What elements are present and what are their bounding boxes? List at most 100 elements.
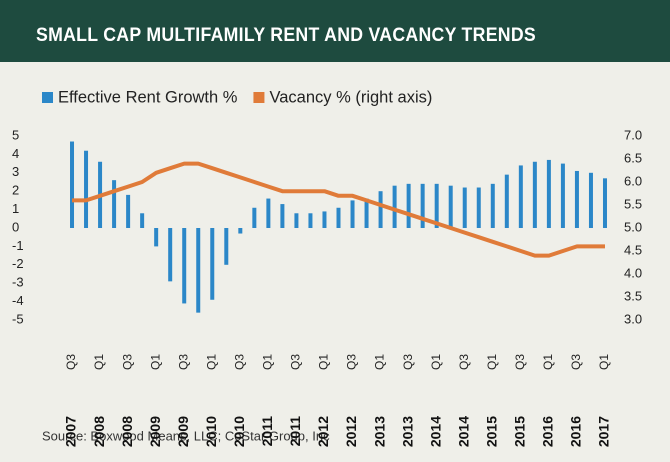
- y-tick-label: 1: [12, 201, 19, 216]
- y-tick-label: -2: [12, 256, 24, 271]
- x-year-label: 2008: [119, 416, 135, 447]
- x-tick-label: Q3: [232, 354, 246, 370]
- bar: [434, 183, 439, 228]
- x-year-label: 2009: [175, 416, 191, 447]
- x-tick-label: Q1: [429, 354, 443, 370]
- x-year-label: 2011: [259, 416, 275, 447]
- x-tick-label: Q3: [120, 354, 134, 370]
- bar: [112, 180, 117, 228]
- bar: [364, 198, 369, 228]
- x-tick-label: Q3: [569, 354, 583, 370]
- x-tick-label: Q1: [148, 354, 162, 370]
- bar: [378, 191, 383, 228]
- y-tick-label: 4: [12, 146, 19, 161]
- y-tick-label: -1: [12, 238, 24, 253]
- y2-tick-label: 4.0: [624, 265, 642, 280]
- legend-swatch: [253, 92, 265, 103]
- x-tick-label: Q1: [485, 354, 499, 370]
- bar: [140, 213, 145, 228]
- y-tick-label: 0: [12, 219, 19, 234]
- x-year-label: 2012: [315, 416, 331, 447]
- bar: [406, 183, 411, 228]
- bar: [182, 228, 187, 304]
- y-tick-label: 2: [12, 183, 19, 198]
- legend-label: Vacancy % (right axis): [269, 88, 432, 106]
- y2-tick-label: 7.0: [624, 127, 642, 142]
- bar: [420, 183, 425, 228]
- bar: [224, 228, 229, 265]
- bar: [154, 228, 159, 247]
- x-tick-label: Q3: [401, 354, 415, 370]
- x-tick-label: Q3: [64, 354, 78, 370]
- bar: [518, 165, 523, 228]
- y2-tick-label: 3.5: [624, 288, 642, 303]
- x-year-label: 2013: [371, 416, 387, 447]
- x-year-label: 2015: [483, 416, 499, 447]
- bar: [504, 174, 509, 228]
- x-tick-label: Q3: [513, 354, 527, 370]
- bar: [476, 187, 481, 228]
- x-year-label: 2010: [203, 416, 219, 447]
- bar: [308, 213, 313, 228]
- chart-title: SMALL CAP MULTIFAMILY RENT AND VACANCY T…: [36, 25, 536, 46]
- legend-swatch: [42, 92, 53, 103]
- bar: [350, 200, 355, 228]
- bar: [336, 207, 341, 228]
- bar: [70, 141, 75, 228]
- x-tick-label: Q1: [597, 354, 611, 370]
- x-year-label: 2013: [399, 416, 415, 447]
- x-year-label: 2016: [540, 416, 556, 447]
- y-tick-label: 3: [12, 164, 19, 179]
- bar: [126, 194, 131, 228]
- x-tick-label: Q1: [261, 354, 275, 370]
- x-tick-label: Q1: [317, 354, 331, 370]
- source: Source: Boxwood Means, LLC; CoStar Group…: [42, 428, 330, 443]
- x-year-label: 2010: [231, 416, 247, 447]
- bar: [574, 170, 579, 228]
- bar: [294, 213, 299, 228]
- y-tick-label: -4: [12, 293, 24, 308]
- x-year-label: 2015: [512, 416, 528, 447]
- x-tick-label: Q1: [204, 354, 218, 370]
- y2-tick-label: 5.5: [624, 196, 642, 211]
- x-year-label: 2014: [427, 416, 443, 447]
- bar: [588, 172, 593, 228]
- bar: [84, 150, 89, 228]
- y2-tick-label: 4.5: [624, 242, 642, 257]
- y-tick-label: -3: [12, 275, 24, 290]
- y-tick-label: 5: [12, 127, 19, 142]
- x-tick-label: Q3: [176, 354, 190, 370]
- y2-tick-label: 3.0: [624, 311, 642, 326]
- x-year-label: 2007: [63, 416, 79, 447]
- x-year-label: 2014: [455, 416, 471, 447]
- bar: [462, 187, 467, 228]
- bar: [490, 183, 495, 228]
- x-tick-label: Q3: [289, 354, 303, 370]
- x-year-label: 2008: [91, 416, 107, 447]
- bar: [560, 163, 565, 228]
- header: [0, 0, 670, 62]
- bar: [210, 228, 215, 300]
- x-tick-label: Q1: [92, 354, 106, 370]
- bar: [322, 211, 327, 228]
- bar: [546, 159, 551, 228]
- bar: [266, 198, 271, 228]
- x-year-label: 2011: [287, 416, 303, 447]
- x-year-label: 2017: [596, 416, 612, 447]
- x-year-label: 2012: [343, 416, 359, 447]
- x-tick-label: Q1: [541, 354, 555, 370]
- vacancy-line: [72, 161, 605, 258]
- bar: [168, 228, 173, 282]
- bar: [252, 207, 257, 228]
- bar: [196, 228, 201, 313]
- x-tick-label: Q3: [457, 354, 471, 370]
- y-tick-label: -5: [12, 311, 24, 326]
- legend-label: Effective Rent Growth %: [58, 88, 238, 106]
- bar: [532, 161, 537, 228]
- y2-tick-label: 5.0: [624, 219, 642, 234]
- bar: [392, 185, 397, 228]
- x-year-label: 2009: [147, 416, 163, 447]
- x-year-label: 2016: [568, 416, 584, 447]
